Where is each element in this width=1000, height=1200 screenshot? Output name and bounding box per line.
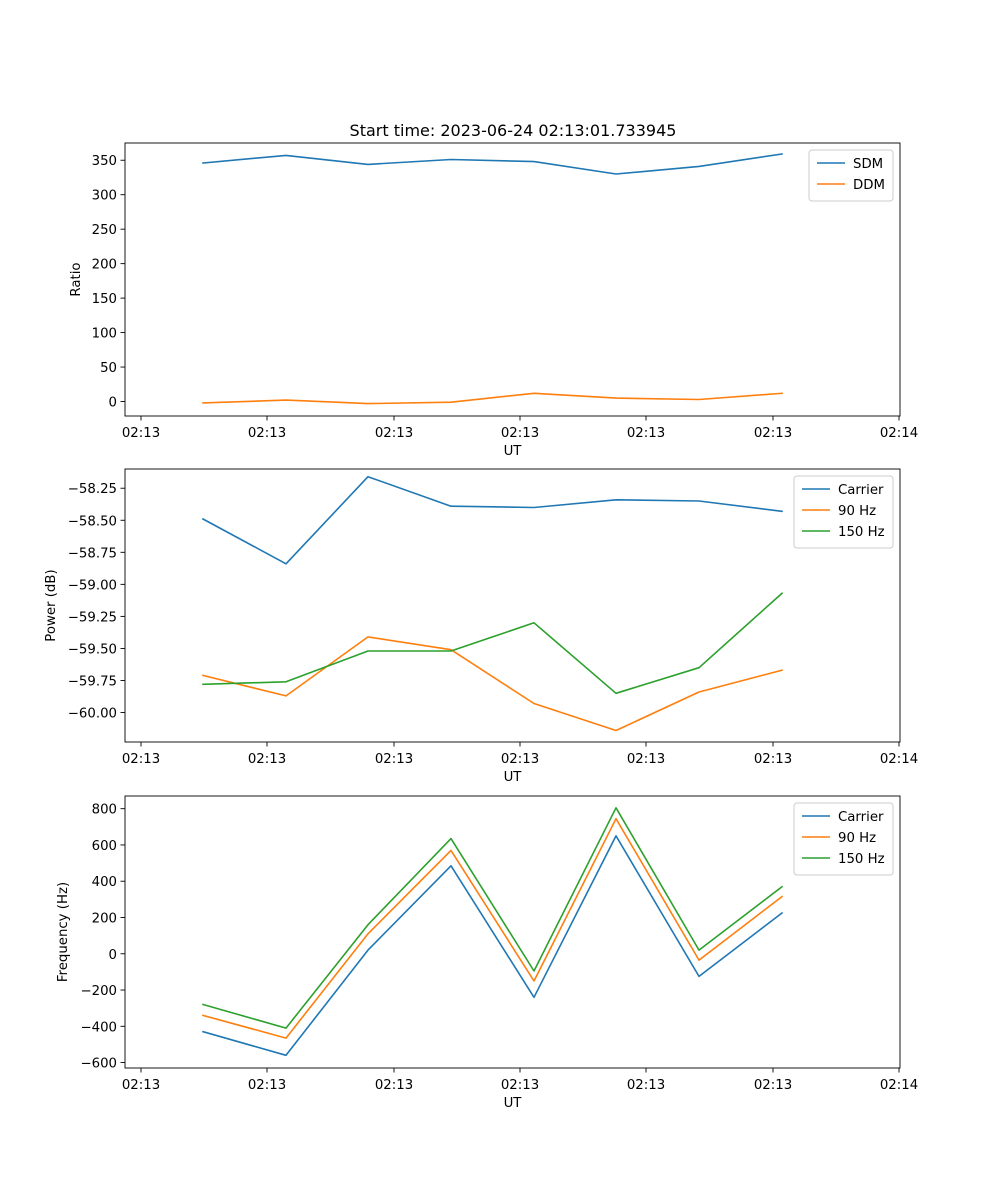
legend-box <box>793 475 894 549</box>
y-tick-label: 200 <box>92 911 117 926</box>
series-line-carrier <box>202 835 784 1057</box>
y-tick-label: 150 <box>92 292 117 307</box>
legend-label: DDM <box>853 178 885 193</box>
y-tick-label: −600 <box>80 1057 117 1072</box>
legend-box <box>793 802 894 876</box>
series-line-150-hz <box>202 592 784 695</box>
y-tick-label: 0 <box>109 396 117 411</box>
y-tick-label: −400 <box>80 1020 117 1035</box>
figure-title: Start time: 2023-06-24 02:13:01.733945 <box>350 121 677 140</box>
x-tick-label: 02:13 <box>754 752 792 767</box>
x-tick-label: 02:13 <box>375 1078 413 1093</box>
y-tick-label: −58.75 <box>68 546 117 561</box>
series-line-90-hz <box>202 636 783 732</box>
legend-label: 90 Hz <box>838 504 876 519</box>
y-tick-label: −59.50 <box>68 642 117 657</box>
legend-label: 150 Hz <box>838 525 885 540</box>
series-line-carrier <box>201 475 783 565</box>
series-line-ddm <box>202 392 783 405</box>
y-tick-label: 300 <box>92 189 117 204</box>
x-tick-label: 02:13 <box>627 752 665 767</box>
x-tick-label: 02:13 <box>248 1078 286 1093</box>
legend-label: Carrier <box>838 810 884 825</box>
y-tick-label: 350 <box>92 154 117 169</box>
x-tick-label: 02:13 <box>501 1078 539 1093</box>
x-tick-label: 02:14 <box>880 752 918 767</box>
axes-frame <box>124 468 901 743</box>
y-tick-label: 800 <box>92 803 117 818</box>
y-tick-label: 600 <box>92 839 117 854</box>
x-tick-label: 02:14 <box>880 1078 918 1093</box>
x-tick-label: 02:13 <box>501 426 539 441</box>
legend: SDM DDM <box>808 149 894 202</box>
y-tick-label: −60.00 <box>68 707 117 722</box>
y-tick-label: 0 <box>109 948 117 963</box>
y-tick-label: 200 <box>92 258 117 273</box>
x-tick-label: 02:13 <box>375 426 413 441</box>
series-line-sdm <box>202 153 783 175</box>
legend-label: Carrier <box>838 483 884 498</box>
legend-label: 90 Hz <box>838 831 876 846</box>
x-tick-label: 02:13 <box>122 752 160 767</box>
y-tick-label: 400 <box>92 875 117 890</box>
x-tick-label: 02:13 <box>754 1078 792 1093</box>
x-tick-label: 02:13 <box>754 426 792 441</box>
legend-label: 150 Hz <box>838 852 885 867</box>
subplot-1: 02:13 02:13 02:13 02:13 02:13 02:13 02:14 0 50 10… <box>69 142 918 459</box>
y-tick-label: −58.50 <box>68 514 117 529</box>
y-tick-label: −59.00 <box>68 578 117 593</box>
x-tick-label: 02:13 <box>501 752 539 767</box>
legend-label: SDM <box>853 157 883 172</box>
series-line-90-hz <box>202 817 784 1039</box>
legend: Carrier 90 Hz 150 Hz <box>793 475 894 549</box>
x-tick-label: 02:13 <box>627 426 665 441</box>
x-tick-label: 02:13 <box>375 752 413 767</box>
y-axis-label: Frequency (Hz) <box>56 882 71 982</box>
axes-frame <box>124 142 901 417</box>
y-tick-label: 250 <box>92 223 117 238</box>
x-tick-label: 02:13 <box>122 1078 160 1093</box>
subplot-3: 02:13 02:13 02:13 02:13 02:13 02:13 02:14 −600 −… <box>56 795 918 1111</box>
axes-frame <box>124 795 901 1069</box>
y-tick-label: −58.25 <box>68 482 117 497</box>
x-axis-label: UT <box>504 444 523 459</box>
series-line-150-hz <box>202 806 784 1029</box>
x-tick-label: 02:13 <box>627 1078 665 1093</box>
y-axis-label: Ratio <box>69 262 84 296</box>
subplot-2: 02:13 02:13 02:13 02:13 02:13 02:13 02:14 −60.0… <box>44 468 918 785</box>
x-axis-label: UT <box>504 770 523 785</box>
y-tick-label: −59.75 <box>68 674 117 689</box>
y-tick-label: 100 <box>92 327 117 342</box>
x-tick-label: 02:13 <box>122 426 160 441</box>
y-tick-label: −59.25 <box>68 610 117 625</box>
legend: Carrier 90 Hz 150 Hz <box>793 802 894 876</box>
x-tick-label: 02:13 <box>248 752 286 767</box>
x-tick-label: 02:13 <box>248 426 286 441</box>
y-axis-label: Power (dB) <box>44 569 59 641</box>
y-tick-label: −200 <box>80 984 117 999</box>
x-axis-label: UT <box>504 1096 523 1111</box>
x-tick-label: 02:14 <box>880 426 918 441</box>
y-tick-label: 50 <box>100 361 117 376</box>
